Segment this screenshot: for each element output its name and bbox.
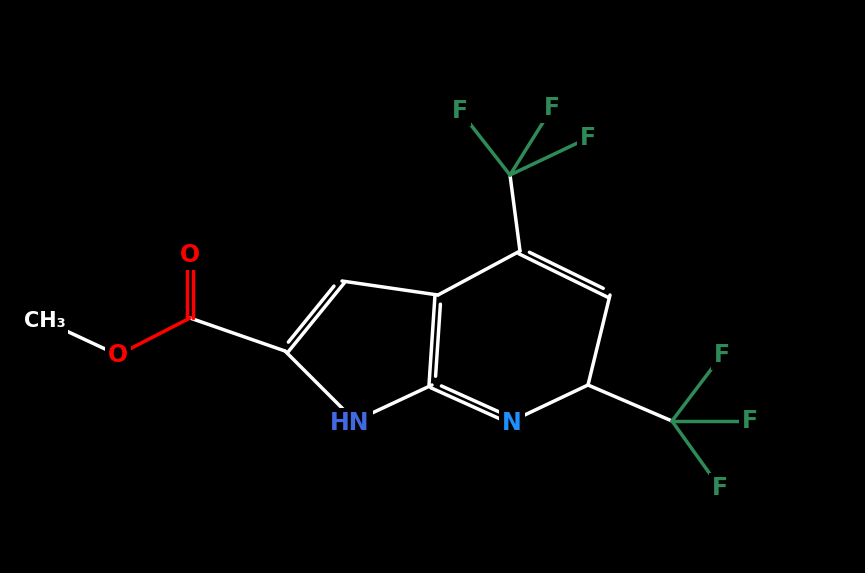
Text: F: F: [712, 476, 728, 500]
Text: F: F: [544, 96, 560, 120]
Text: F: F: [742, 409, 758, 433]
Text: O: O: [180, 243, 200, 267]
Text: F: F: [714, 343, 730, 367]
Text: F: F: [580, 126, 596, 150]
Text: CH₃: CH₃: [24, 311, 66, 331]
Text: N: N: [502, 411, 522, 435]
Text: O: O: [108, 343, 128, 367]
Text: HN: HN: [330, 411, 369, 435]
Text: F: F: [452, 99, 468, 123]
